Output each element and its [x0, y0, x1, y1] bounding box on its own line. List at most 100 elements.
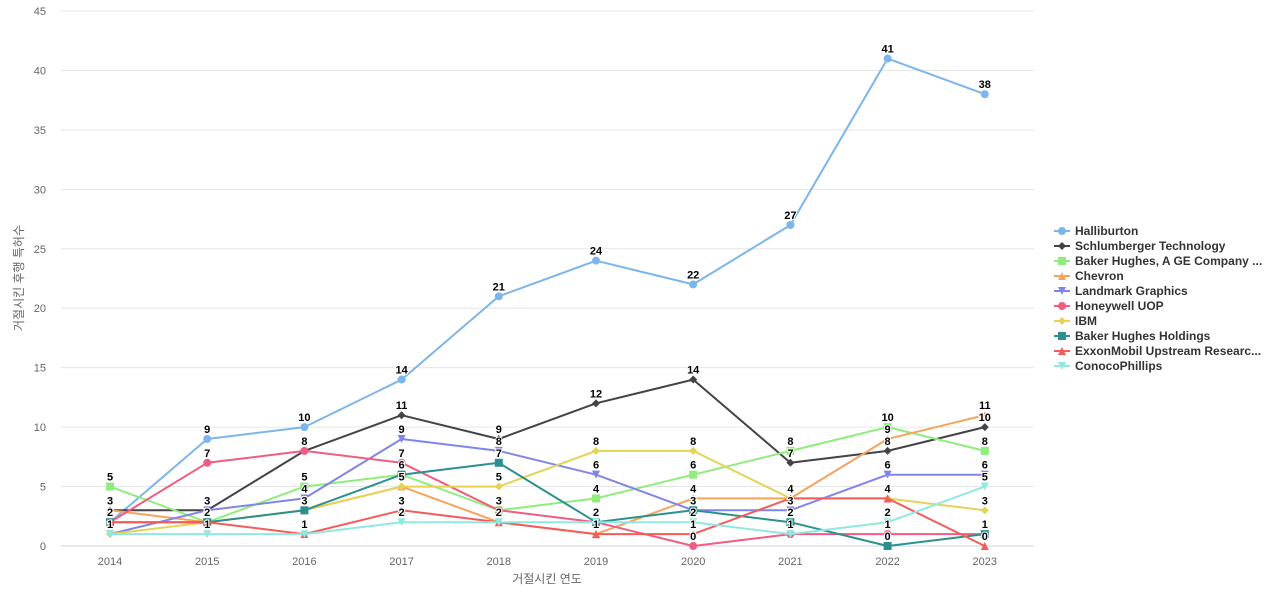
data-point [300, 506, 308, 514]
legend-label: Schlumberger Technology [1075, 239, 1226, 253]
legend-label: Halliburton [1075, 224, 1138, 238]
legend-label: Baker Hughes Holdings [1075, 329, 1211, 343]
legend-item: Baker Hughes, A GE Company ... [1054, 254, 1262, 268]
data-label: 2 [496, 507, 502, 519]
data-label: 8 [690, 436, 696, 448]
data-label: 11 [979, 400, 991, 412]
data-label: 8 [982, 436, 988, 448]
data-label: 3 [204, 495, 210, 507]
legend-label: Chevron [1075, 269, 1124, 283]
x-tick-label: 2017 [389, 556, 413, 568]
data-label: 8 [593, 436, 599, 448]
legend-item: Baker Hughes Holdings [1054, 329, 1211, 343]
series-line [110, 59, 985, 523]
data-point [398, 411, 406, 419]
data-label: 14 [395, 365, 408, 377]
data-label: 8 [787, 436, 793, 448]
data-point [592, 399, 600, 407]
legend-marker [1058, 317, 1066, 325]
data-label: 5 [982, 472, 988, 484]
data-point [495, 483, 503, 491]
data-label: 38 [979, 79, 991, 91]
data-label: 3 [399, 495, 405, 507]
data-label: 1 [204, 519, 210, 531]
data-label: 3 [301, 495, 307, 507]
data-label: 1 [107, 519, 113, 531]
y-axis-ticks: 051015202530354045 [34, 6, 46, 553]
series-line [110, 427, 985, 522]
series-line [110, 380, 985, 511]
data-point [981, 423, 989, 431]
data-label: 3 [496, 495, 502, 507]
data-label: 2 [399, 507, 405, 519]
data-point [495, 459, 503, 467]
x-tick-label: 2014 [98, 556, 122, 568]
data-label: 12 [590, 388, 602, 400]
legend-marker [1058, 332, 1066, 340]
x-tick-label: 2020 [681, 556, 705, 568]
data-label: 7 [787, 448, 793, 460]
data-point [689, 447, 697, 455]
data-point [495, 292, 503, 300]
data-label: 8 [301, 436, 307, 448]
legend-marker [1058, 227, 1066, 235]
data-label: 2 [107, 507, 113, 519]
data-point [981, 447, 989, 455]
data-label: 0 [885, 531, 891, 543]
data-label: 27 [784, 210, 796, 222]
y-tick-label: 35 [34, 125, 46, 137]
data-label: 1 [885, 519, 891, 531]
series-2 [106, 423, 989, 526]
legend-label: ConocoPhillips [1075, 359, 1163, 373]
data-label: 5 [107, 472, 113, 484]
data-label: 1 [593, 519, 599, 531]
data-label: 2 [690, 507, 696, 519]
data-label: 0 [982, 531, 988, 543]
legend-item: Landmark Graphics [1054, 284, 1188, 298]
legend-item: Halliburton [1054, 224, 1138, 238]
data-label: 1 [690, 519, 696, 531]
x-axis-ticks: 2014201520162017201820192020202120222023 [98, 556, 997, 568]
data-label: 6 [593, 460, 599, 472]
data-label: 9 [204, 424, 210, 436]
x-tick-label: 2023 [973, 556, 997, 568]
data-label: 1 [301, 519, 307, 531]
data-label: 9 [399, 424, 405, 436]
data-label: 21 [493, 281, 505, 293]
data-point [300, 423, 308, 431]
x-tick-label: 2022 [875, 556, 899, 568]
y-tick-label: 40 [34, 65, 46, 77]
x-axis-title: 거절시킨 연도 [512, 572, 582, 586]
data-label: 4 [885, 483, 892, 495]
data-point [203, 435, 211, 443]
data-label: 41 [881, 44, 893, 56]
data-point [106, 483, 114, 491]
y-axis-title: 거절시킨 후행 특허수 [11, 225, 26, 331]
data-label: 8 [885, 436, 891, 448]
legend-item: ConocoPhillips [1054, 359, 1163, 373]
x-tick-label: 2018 [487, 556, 511, 568]
y-tick-label: 15 [34, 363, 46, 375]
data-label: 5 [496, 472, 502, 484]
data-label: 10 [881, 412, 893, 424]
legend-label: Honeywell UOP [1075, 299, 1164, 313]
x-tick-label: 2015 [195, 556, 219, 568]
data-point [398, 376, 406, 384]
data-label: 2 [204, 507, 210, 519]
data-point [689, 542, 697, 550]
data-label: 14 [687, 365, 700, 377]
data-point [592, 257, 600, 265]
data-label: 3 [787, 495, 793, 507]
legend-marker [1058, 242, 1066, 250]
data-label: 5 [301, 472, 307, 484]
legend-item: Chevron [1054, 269, 1124, 283]
data-label: 2 [787, 507, 793, 519]
legend-label: IBM [1075, 314, 1097, 328]
y-tick-label: 20 [34, 303, 46, 315]
data-label: 3 [690, 495, 696, 507]
data-label: 10 [298, 412, 310, 424]
series-lines [106, 55, 989, 550]
data-point [884, 447, 892, 455]
y-tick-label: 5 [40, 482, 46, 494]
